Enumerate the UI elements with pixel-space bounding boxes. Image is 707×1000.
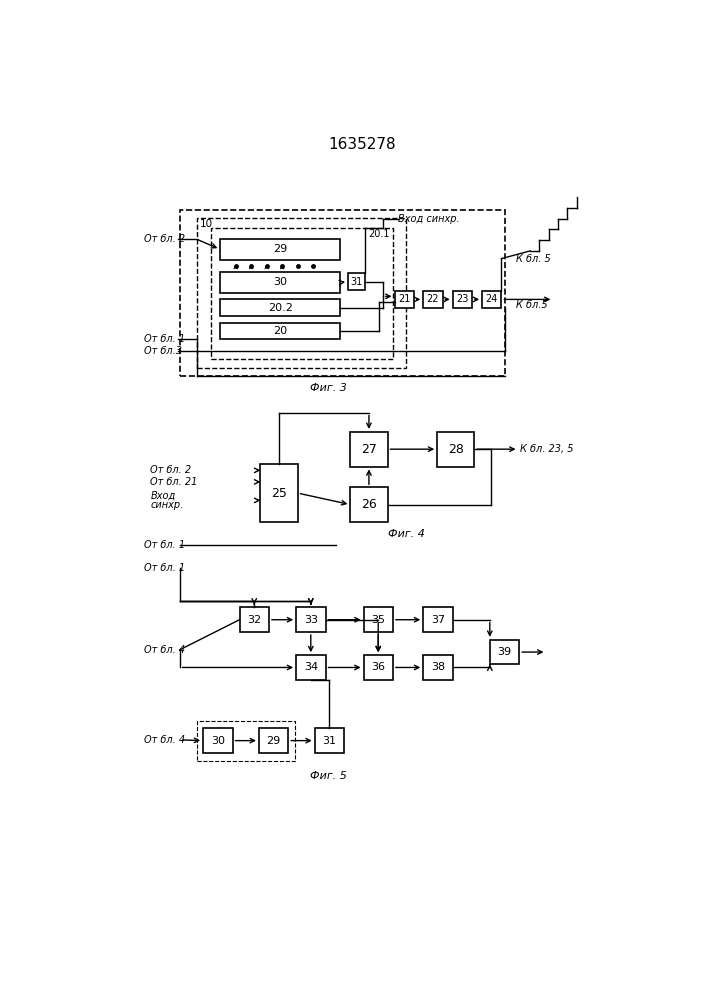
Bar: [296, 655, 325, 680]
Text: 23: 23: [456, 294, 469, 304]
Text: От бл. 2: От бл. 2: [144, 234, 185, 244]
Text: 26: 26: [361, 498, 377, 511]
Text: 20.1: 20.1: [368, 229, 390, 239]
Text: 1635278: 1635278: [328, 137, 396, 152]
Text: 31: 31: [351, 277, 363, 287]
Text: 38: 38: [431, 662, 445, 672]
Bar: [211, 228, 393, 359]
Bar: [348, 273, 365, 290]
Bar: [296, 607, 325, 632]
Text: 29: 29: [267, 736, 281, 746]
Bar: [423, 655, 452, 680]
Bar: [220, 323, 340, 339]
Text: От бл. 21: От бл. 21: [151, 477, 198, 487]
Text: синхр.: синхр.: [151, 500, 184, 510]
Text: К бл. 23, 5: К бл. 23, 5: [520, 444, 573, 454]
Bar: [490, 640, 519, 664]
Text: Фиг. 5: Фиг. 5: [310, 771, 347, 781]
Bar: [197, 218, 406, 368]
Text: Вход: Вход: [151, 491, 175, 501]
Text: От бл. 1: От бл. 1: [144, 334, 185, 344]
Text: 35: 35: [371, 615, 385, 625]
Text: 25: 25: [271, 487, 287, 500]
Text: 20: 20: [273, 326, 287, 336]
Text: От бл. 4: От бл. 4: [144, 735, 185, 745]
Text: От бл. 2: От бл. 2: [151, 465, 192, 475]
Text: От бл. 1: От бл. 1: [144, 563, 185, 573]
Bar: [220, 272, 340, 293]
Text: 27: 27: [361, 443, 377, 456]
Text: 28: 28: [448, 443, 464, 456]
Text: 34: 34: [304, 662, 318, 672]
Text: 33: 33: [304, 615, 318, 625]
Text: 22: 22: [426, 294, 439, 304]
Text: 36: 36: [371, 662, 385, 672]
Text: 21: 21: [398, 294, 410, 304]
Text: От бл. 1: От бл. 1: [144, 540, 185, 550]
Text: 30: 30: [211, 736, 225, 746]
Bar: [259, 728, 288, 753]
Text: Вход синхр.: Вход синхр.: [398, 214, 460, 224]
Text: 10: 10: [200, 219, 213, 229]
Bar: [363, 607, 393, 632]
Text: Фиг. 3: Фиг. 3: [310, 383, 347, 393]
Bar: [423, 607, 452, 632]
Text: 31: 31: [322, 736, 337, 746]
Text: От бл. 4: От бл. 4: [144, 645, 185, 655]
Bar: [363, 655, 393, 680]
Bar: [203, 728, 233, 753]
Text: 39: 39: [498, 647, 512, 657]
Text: 37: 37: [431, 615, 445, 625]
Bar: [351, 487, 387, 522]
Bar: [423, 291, 443, 308]
Text: 24: 24: [486, 294, 498, 304]
Bar: [220, 239, 340, 260]
Text: 30: 30: [273, 277, 287, 287]
Bar: [437, 432, 474, 466]
Bar: [452, 291, 472, 308]
Text: К бл.5: К бл.5: [516, 300, 548, 310]
Bar: [260, 464, 298, 522]
Bar: [220, 299, 340, 316]
Bar: [482, 291, 501, 308]
Bar: [197, 721, 295, 761]
Bar: [315, 728, 344, 753]
Text: Фиг. 4: Фиг. 4: [387, 529, 425, 539]
Text: От бл.3: От бл.3: [144, 346, 182, 356]
Text: К бл. 5: К бл. 5: [516, 254, 551, 264]
Text: 20.2: 20.2: [268, 303, 293, 313]
Bar: [240, 607, 269, 632]
Bar: [395, 291, 414, 308]
Text: 29: 29: [273, 244, 287, 254]
Text: 32: 32: [247, 615, 262, 625]
Bar: [351, 432, 387, 466]
Bar: [180, 210, 506, 376]
